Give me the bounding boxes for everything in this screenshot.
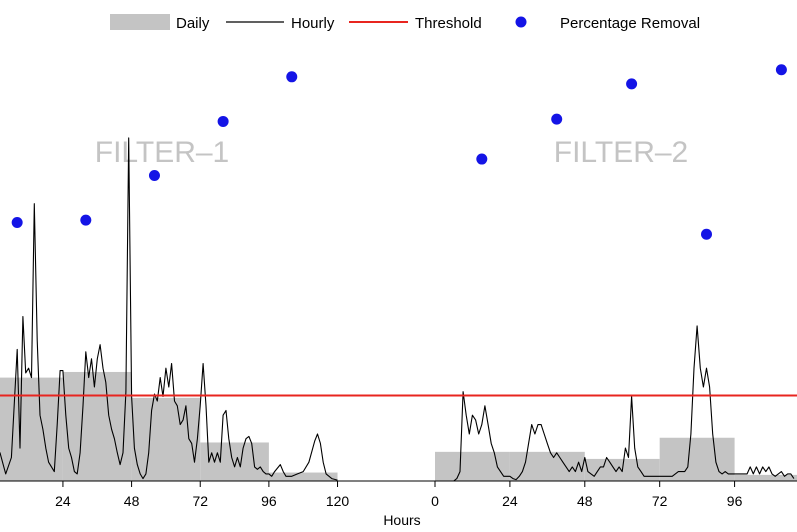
hourly-line xyxy=(435,325,795,482)
legend-label-removal: Percentage Removal xyxy=(560,15,700,32)
x-tick-label: 120 xyxy=(326,493,350,509)
x-tick-label: 96 xyxy=(261,493,277,509)
x-tick-label: 24 xyxy=(502,493,518,509)
panel-label: FILTER–1 xyxy=(95,136,230,169)
legend-swatch-daily xyxy=(110,14,170,30)
daily-bar xyxy=(268,472,338,481)
removal-point xyxy=(80,214,92,226)
panel-filter-1: FILTER–1 24 48 72 96 120 xyxy=(0,71,349,509)
removal-point xyxy=(551,113,563,125)
daily-bar xyxy=(734,474,797,481)
panel-filter-2: FILTER–2 0 24 48 72 96 xyxy=(431,64,797,509)
x-axis-label: Hours xyxy=(383,512,420,528)
removal-point xyxy=(775,64,787,76)
legend-swatch-removal xyxy=(515,16,527,28)
daily-bar xyxy=(435,451,510,481)
removal-point xyxy=(148,170,160,181)
x-tick-label: 48 xyxy=(577,493,593,509)
x-tick-label: 48 xyxy=(124,493,140,509)
x-tick-label: 96 xyxy=(727,493,743,509)
daily-bar xyxy=(509,451,585,481)
x-tick-label: 72 xyxy=(652,493,668,509)
hourly-line xyxy=(0,137,338,481)
daily-bar xyxy=(0,377,63,481)
legend-label-threshold: Threshold xyxy=(415,15,482,32)
removal-point xyxy=(476,153,488,165)
daily-bar xyxy=(200,442,269,481)
removal-point xyxy=(286,71,298,83)
panel-label: FILTER–2 xyxy=(554,136,689,169)
x-tick-label: 72 xyxy=(192,493,208,509)
daily-bar xyxy=(659,437,735,481)
x-tick-label: 0 xyxy=(431,493,439,509)
legend-label-hourly: Hourly xyxy=(291,15,335,32)
legend: Daily Hourly Threshold Percentage Remova… xyxy=(110,14,700,32)
daily-bar xyxy=(131,397,201,481)
removal-point xyxy=(11,217,23,228)
removal-point xyxy=(626,78,638,90)
legend-label-daily: Daily xyxy=(176,15,210,32)
removal-point xyxy=(701,228,712,240)
removal-point xyxy=(217,115,229,127)
x-tick-label: 24 xyxy=(55,493,71,509)
